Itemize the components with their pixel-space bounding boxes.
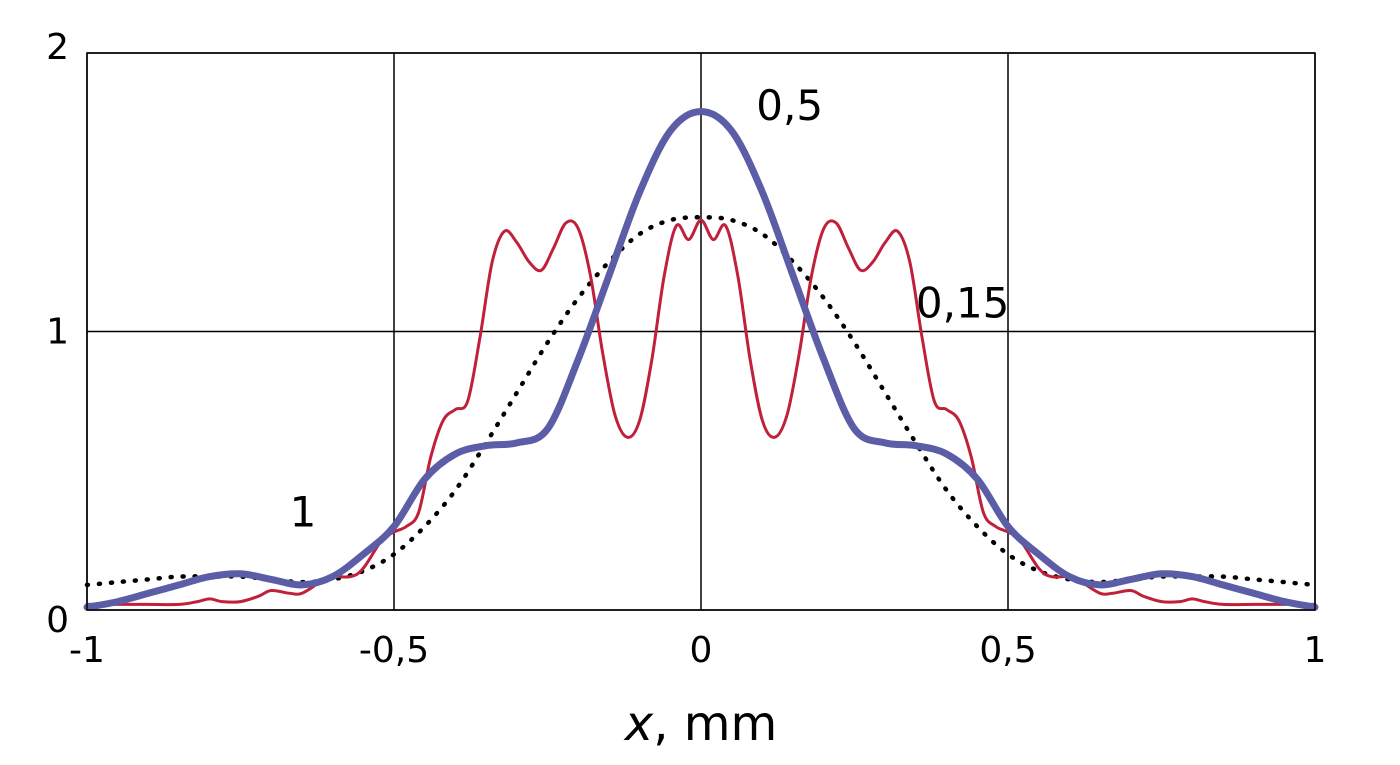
plot-frame bbox=[86, 52, 1316, 611]
curve-label: 0,15 bbox=[916, 279, 1010, 328]
x-tick-label: -1 bbox=[69, 630, 105, 671]
curve-labels: 0,5 0,15 1 bbox=[290, 81, 1010, 537]
x-tick-label: 1 bbox=[1304, 630, 1327, 671]
x-axis-variable: x bbox=[623, 696, 654, 752]
series-line-0-15 bbox=[85, 218, 1317, 607]
curve-label: 0,5 bbox=[756, 81, 823, 130]
y-tick-label: 0 bbox=[46, 600, 69, 641]
y-tick-label: 1 bbox=[46, 312, 69, 353]
tick-labels: -1 -0,5 0 0,5 1 0 1 2 bbox=[46, 27, 1326, 671]
x-tick-label: 0 bbox=[690, 630, 713, 671]
y-tick-label: 2 bbox=[46, 27, 69, 68]
x-axis-unit: , mm bbox=[653, 696, 777, 752]
grid-lines bbox=[86, 52, 1316, 611]
x-tick-label: -0,5 bbox=[359, 630, 429, 671]
series-line-0-5 bbox=[83, 108, 1319, 611]
x-axis-label: x, mm bbox=[623, 696, 777, 752]
x-tick-label: 0,5 bbox=[979, 630, 1036, 671]
curve-label: 1 bbox=[290, 488, 317, 537]
series-layer bbox=[83, 108, 1319, 611]
